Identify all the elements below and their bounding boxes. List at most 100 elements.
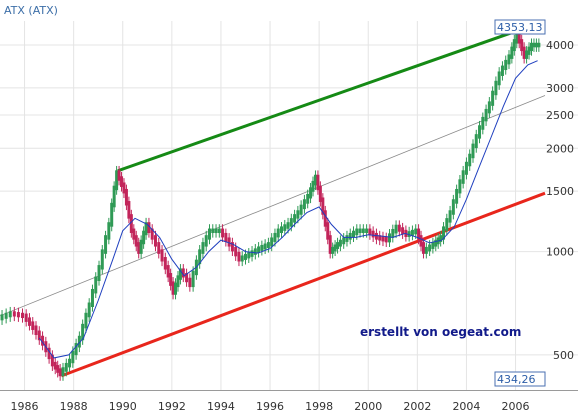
candle-body (117, 170, 121, 181)
candle-body (442, 226, 446, 240)
candle-body (439, 235, 443, 242)
candle-body (471, 143, 475, 159)
x-tick-label: 1998 (305, 400, 333, 413)
high-value-label: 4353,13 (497, 21, 543, 34)
x-tick-label: 2002 (403, 400, 431, 413)
candle-body (388, 233, 392, 243)
candle-body (365, 228, 369, 234)
candle-body (461, 170, 465, 184)
candle-body (529, 42, 533, 52)
candle-body (81, 323, 85, 341)
candle-body (207, 228, 211, 240)
candle-body (318, 185, 322, 202)
candle-body (289, 218, 293, 227)
x-tick-label: 2000 (354, 400, 382, 413)
candle-body (204, 235, 208, 247)
candle-body (517, 32, 521, 44)
candle-body (234, 246, 238, 257)
candle-body (237, 251, 241, 262)
candle-body (185, 273, 189, 283)
candle-body (391, 228, 395, 238)
candle-body (361, 228, 365, 234)
trend-lines (0, 21, 546, 378)
candle-body (257, 246, 261, 253)
candle-body (27, 317, 31, 326)
candle-body (323, 210, 327, 227)
candle-body (124, 188, 128, 206)
trend-line (117, 21, 546, 173)
candle-body (94, 276, 98, 294)
candle-body (266, 242, 270, 249)
candle-body (302, 199, 306, 210)
low-value-box (494, 371, 546, 387)
candle-body (53, 361, 57, 370)
candle-body (510, 46, 514, 59)
candle-body (331, 246, 335, 254)
candle-body (166, 265, 170, 278)
candle-body (169, 273, 173, 286)
candle-body (270, 237, 274, 247)
moving-average (38, 60, 538, 359)
trend-line (0, 95, 546, 317)
candle-body (181, 268, 185, 278)
grid (0, 21, 578, 391)
candle-body (0, 314, 4, 321)
x-tick-label: 1990 (109, 400, 137, 413)
candle-body (201, 242, 205, 254)
candle-body (68, 358, 72, 368)
candle-body (217, 228, 221, 234)
candle-body (512, 39, 516, 52)
candle-body (474, 134, 478, 149)
y-tick-label: 4000 (546, 39, 574, 52)
candle-body (188, 277, 192, 288)
candle-body (348, 232, 352, 240)
candle-body (127, 201, 131, 219)
candle-body (107, 222, 111, 240)
candle-body (381, 236, 385, 242)
candle-body (296, 210, 300, 219)
candle-body (384, 236, 388, 243)
candle-body (352, 230, 356, 238)
candle-body (157, 242, 161, 254)
candle-body (160, 249, 164, 262)
candle-body (4, 312, 8, 319)
candle-body (424, 246, 428, 254)
candle-body (504, 59, 508, 71)
low-value-label: 434,26 (497, 373, 536, 386)
candle-body (345, 235, 349, 242)
candle-body (458, 179, 462, 194)
candle-body (64, 362, 68, 372)
candle-body (333, 244, 337, 252)
candle-body (410, 229, 414, 236)
candle-body (368, 228, 372, 236)
x-tick-label: 1992 (158, 400, 186, 413)
candle-body (97, 265, 101, 282)
candle-body (21, 312, 25, 319)
trend-line (60, 191, 546, 378)
candle-body (110, 202, 114, 227)
value-badges (494, 19, 546, 387)
candle-body (299, 204, 303, 215)
x-tick-label: 1988 (60, 400, 88, 413)
y-axis-ticks: 500 1000 1500 2000 2500 3000 4000 (546, 39, 574, 362)
candle-body (250, 250, 254, 257)
candle-body (374, 232, 378, 240)
candle-body (394, 224, 398, 234)
plot-background (0, 21, 578, 390)
x-tick-label: 2006 (502, 400, 530, 413)
candle-body (174, 282, 178, 295)
candle-body (520, 39, 524, 52)
candle-body (16, 312, 20, 318)
candle-body (309, 187, 313, 199)
y-tick-label: 2500 (546, 109, 574, 122)
candle-body (230, 242, 234, 252)
candle-body (134, 235, 138, 247)
candle-body (139, 239, 143, 254)
candle-body (58, 368, 62, 377)
candle-body (84, 312, 88, 329)
candle-body (358, 228, 362, 234)
candle-body (163, 257, 167, 270)
candle-body (104, 235, 108, 254)
candle-body (431, 242, 435, 249)
candle-body (421, 242, 425, 254)
